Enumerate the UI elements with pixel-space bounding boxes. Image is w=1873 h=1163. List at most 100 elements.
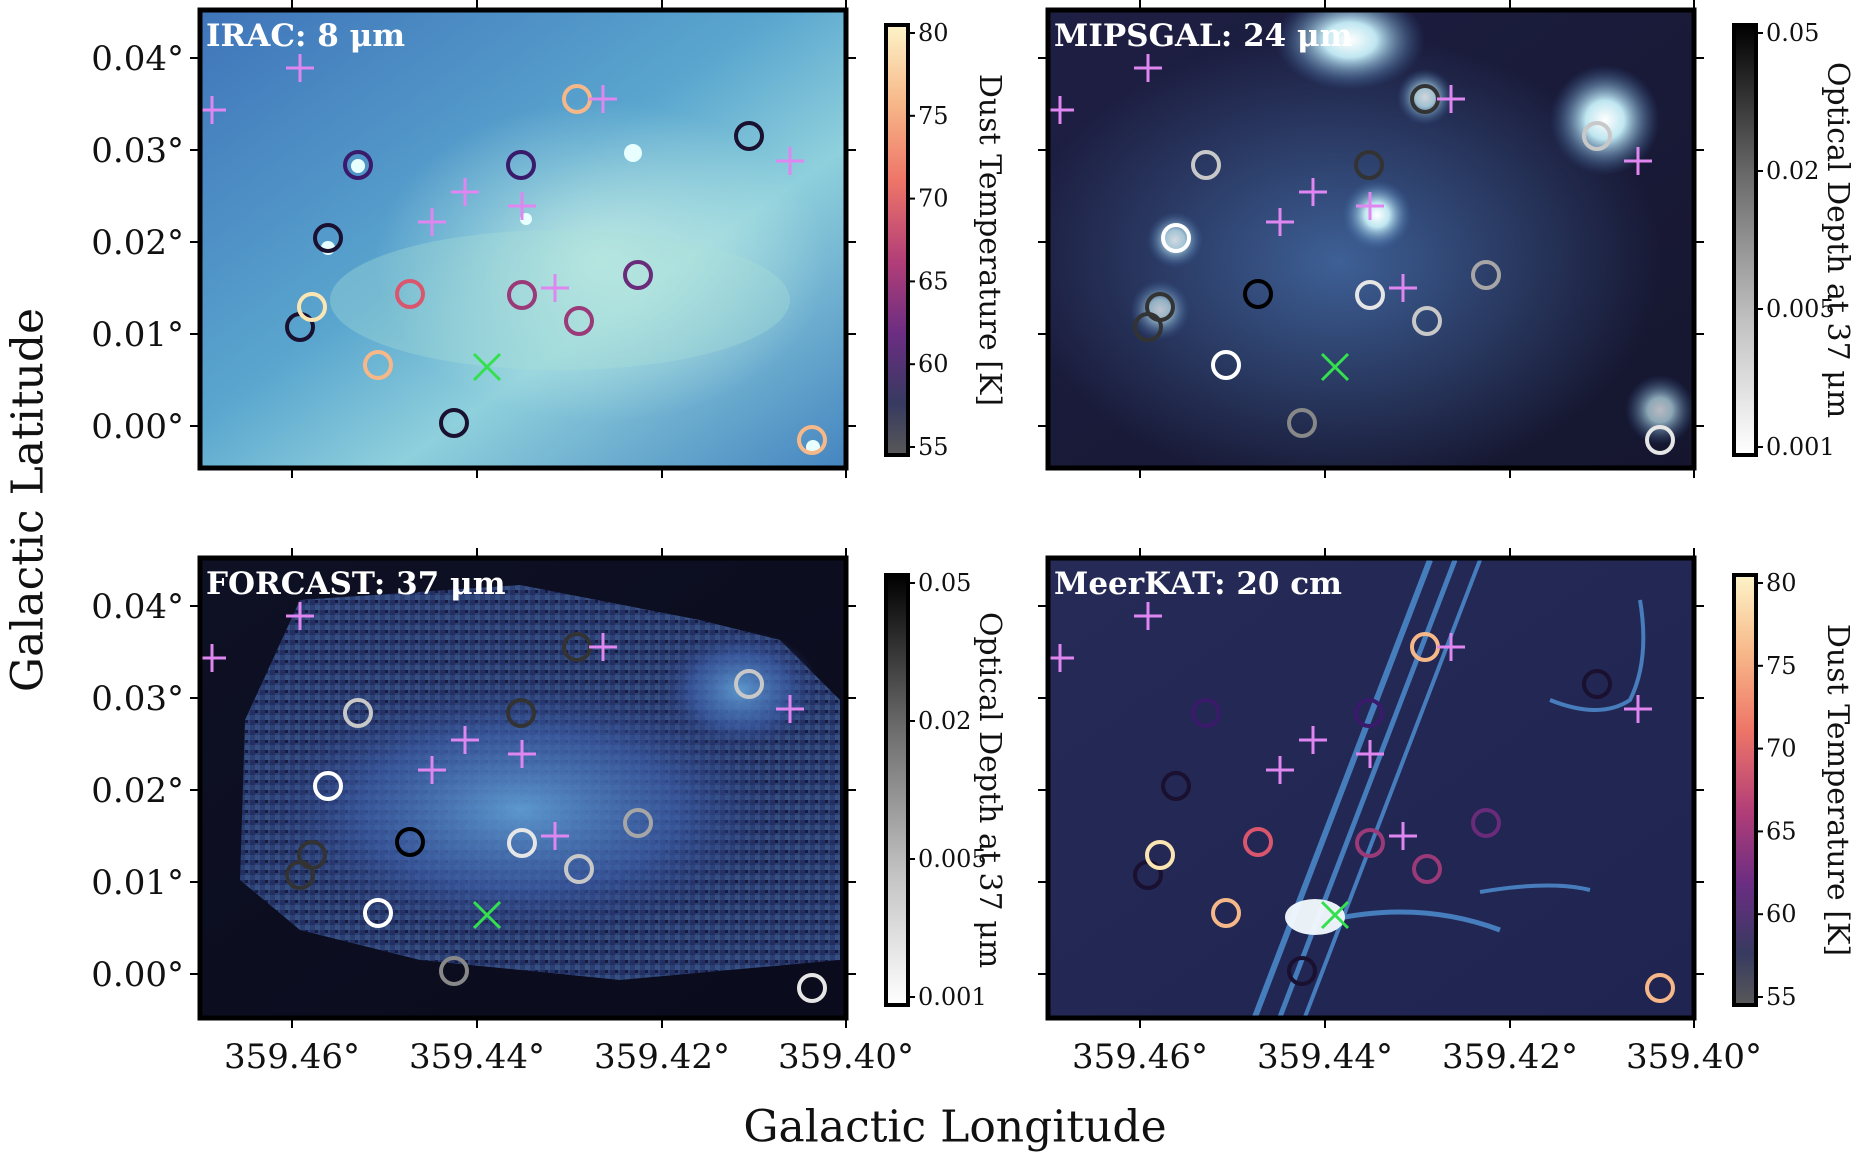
source-ring xyxy=(797,425,827,455)
panel-title: IRAC: 8 μm xyxy=(206,18,405,54)
source-ring xyxy=(363,898,393,928)
colorbar-label: Dust Temperature [K] xyxy=(1820,624,1855,956)
y-axis-label: Galactic Latitude xyxy=(2,307,54,693)
colorbar: 80 75 70 65 60 55 Dust Temperature [K] xyxy=(884,19,1007,461)
source-ring xyxy=(507,280,537,310)
panel-mipsgal xyxy=(1048,10,1694,468)
panel-frame-4: MeerKAT: 20 cm 359.46° 359.44° 359.42° 359.4… xyxy=(1038,548,1855,1077)
colorbar-tick-label: 70 xyxy=(1766,735,1797,763)
source-ring xyxy=(1471,260,1501,290)
x-tick-label: 359.40° xyxy=(1626,1037,1762,1077)
source-ring xyxy=(564,306,594,336)
source-ring xyxy=(507,828,537,858)
source-ring xyxy=(1145,840,1175,870)
source-ring xyxy=(297,840,327,870)
x-tick-label: 359.42° xyxy=(1442,1037,1578,1077)
source-ring xyxy=(506,698,536,728)
x-tick-label: 359.44° xyxy=(409,1037,545,1077)
source-ring xyxy=(506,150,536,180)
colorbar-tick-label: 0.005 xyxy=(1766,295,1835,323)
x-axis-label: Galactic Longitude xyxy=(743,1101,1167,1153)
colorbar-tick-label: 0.05 xyxy=(1766,19,1819,47)
colorbar: 0.05 0.02 0.005 0.001 Optical Depth at 37 μm xyxy=(884,569,1007,1011)
source-ring xyxy=(1645,425,1675,455)
y-tick-label: 0.03° xyxy=(91,679,184,719)
source-ring xyxy=(363,350,393,380)
panel-markers-1 xyxy=(198,54,827,455)
colorbar-tick-label: 0.005 xyxy=(918,845,987,873)
panel-forcast xyxy=(200,558,846,1018)
irac-image xyxy=(200,10,846,468)
panel-title: MIPSGAL: 24 μm xyxy=(1054,18,1353,54)
panel-title: FORCAST: 37 μm xyxy=(206,566,506,602)
source-ring xyxy=(623,260,653,290)
source-ring xyxy=(1355,828,1385,858)
colorbar: 80 75 70 65 60 55 Dust Temperature [K] xyxy=(1732,569,1855,1011)
y-tick-label: 0.00° xyxy=(91,407,184,447)
source-ring xyxy=(1191,150,1221,180)
panel-irac xyxy=(200,10,846,468)
colorbar-bar xyxy=(1732,573,1758,1007)
colorbar-tick-label: 65 xyxy=(1766,817,1797,845)
source-ring xyxy=(395,279,425,309)
colorbar-tick-label: 55 xyxy=(918,433,949,461)
source-ring xyxy=(1287,408,1317,438)
panel-frame-1: IRAC: 8 μm 0.04° 0.03° 0.02° 0.01° 0.00° 80 75 7… xyxy=(91,0,1007,478)
x-marker xyxy=(472,900,502,930)
source-ring xyxy=(313,771,343,801)
colorbar-label: Dust Temperature [K] xyxy=(972,74,1007,406)
source-ring xyxy=(1161,771,1191,801)
colorbar-tick-label: 80 xyxy=(918,19,949,47)
source-ring xyxy=(1287,956,1317,986)
y-tick-label: 0.01° xyxy=(91,315,184,355)
colorbar-tick-label: 0.001 xyxy=(918,983,987,1011)
source-ring xyxy=(1211,898,1241,928)
source-ring xyxy=(1645,973,1675,1003)
forcast-image xyxy=(200,558,846,1018)
colorbar-bar xyxy=(884,573,910,1007)
source-ring xyxy=(343,150,373,180)
source-ring xyxy=(439,956,469,986)
colorbar-tick-label: 80 xyxy=(1766,569,1797,597)
panel-frame-2: MIPSGAL: 24 μm 0.05 0.02 0.005 0.001 Optical … xyxy=(1038,0,1855,478)
source-markers xyxy=(198,54,1675,1003)
colorbar-tick-label: 55 xyxy=(1766,983,1797,1011)
plot-frame xyxy=(197,7,849,471)
colorbar-tick-label: 70 xyxy=(918,185,949,213)
source-ring xyxy=(1243,827,1273,857)
x-marker xyxy=(1320,352,1350,382)
source-ring xyxy=(623,808,653,838)
source-ring xyxy=(1582,121,1612,151)
mipsgal-image xyxy=(1048,10,1694,468)
source-ring xyxy=(1354,150,1384,180)
source-ring xyxy=(297,292,327,322)
panel-markers-3 xyxy=(198,602,827,1003)
source-ring xyxy=(797,973,827,1003)
source-ring xyxy=(1412,306,1442,336)
y-tick-label: 0.04° xyxy=(91,39,184,79)
source-ring xyxy=(1243,279,1273,309)
colorbar-tick-label: 65 xyxy=(918,267,949,295)
x-marker xyxy=(472,352,502,382)
panel-markers-4 xyxy=(1046,602,1675,1003)
source-ring xyxy=(564,854,594,884)
source-ring xyxy=(1191,698,1221,728)
colorbar-label: Optical Depth at 37 μm xyxy=(1820,62,1855,418)
source-ring xyxy=(395,827,425,857)
y-tick-label: 0.01° xyxy=(91,863,184,903)
x-marker xyxy=(1320,900,1350,930)
colorbar-tick-label: 60 xyxy=(1766,900,1797,928)
source-ring xyxy=(313,223,343,253)
source-ring xyxy=(439,408,469,438)
panel-markers-2 xyxy=(1046,54,1675,455)
y-tick-label: 0.02° xyxy=(91,223,184,263)
source-ring xyxy=(1211,350,1241,380)
source-ring xyxy=(734,669,764,699)
source-ring xyxy=(1354,698,1384,728)
colorbar-tick-label: 75 xyxy=(918,102,949,130)
source-ring xyxy=(1471,808,1501,838)
axes-layer: IRAC: 8 μm 0.04° 0.03° 0.02° 0.01° 0.00° 80 75 7… xyxy=(91,0,1855,1077)
source-ring xyxy=(1161,223,1191,253)
colorbar-bar xyxy=(1732,23,1758,457)
colorbar-tick-label: 60 xyxy=(918,350,949,378)
